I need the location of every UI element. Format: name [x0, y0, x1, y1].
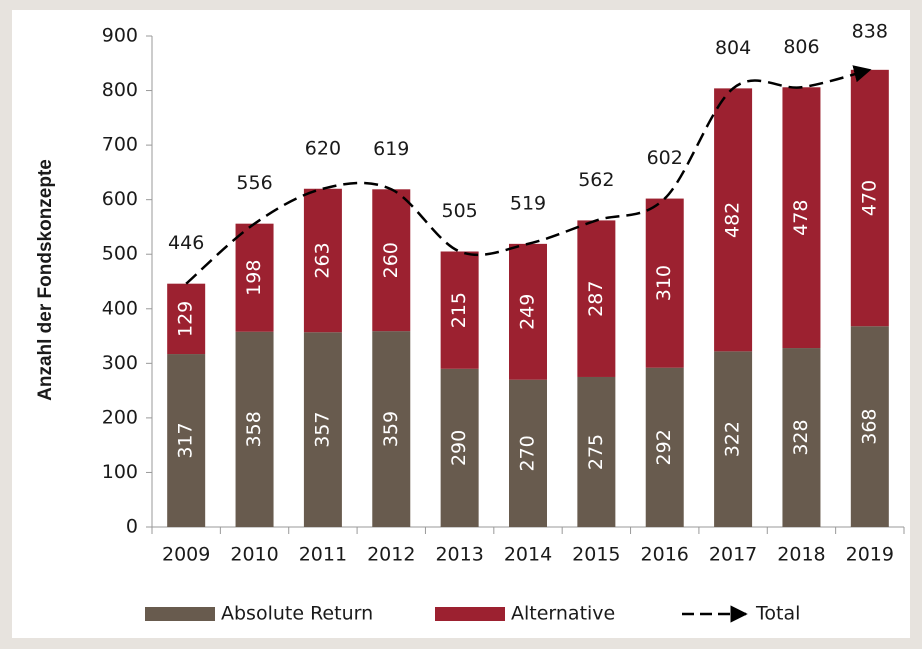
value-label: 249	[517, 294, 539, 330]
x-tick-label: 2012	[367, 544, 415, 566]
value-label: 292	[653, 429, 675, 465]
value-label: 368	[858, 408, 880, 444]
value-label: 270	[517, 435, 539, 471]
value-label: 260	[380, 242, 402, 278]
value-label: 198	[243, 260, 265, 296]
total-line	[185, 65, 872, 285]
value-label: 129	[175, 301, 197, 337]
value-label: 317	[175, 422, 197, 458]
bar-segment	[303, 188, 342, 333]
x-tick-label: 2014	[504, 544, 552, 566]
total-label: 619	[373, 138, 409, 160]
x-tick-label: 2015	[572, 544, 620, 566]
total-label: 519	[510, 192, 546, 214]
bar-segment	[167, 354, 206, 527]
bar-segment	[509, 243, 547, 380]
total-label: 838	[852, 21, 888, 43]
total-label: 804	[715, 37, 751, 59]
bar-segment	[645, 198, 684, 368]
total-label: 562	[578, 169, 614, 191]
x-tick-label: 2018	[777, 544, 825, 566]
bar-segment	[440, 251, 479, 369]
y-tick-label: 500	[102, 243, 138, 265]
value-label: 478	[790, 200, 812, 236]
y-tick-label: 400	[102, 297, 138, 319]
y-tick-label: 300	[102, 352, 138, 374]
bar-segment	[235, 223, 274, 332]
bar-segment	[850, 326, 889, 527]
total-label: 602	[647, 147, 683, 169]
bar-segment	[782, 87, 821, 349]
bar-segment	[235, 331, 274, 527]
value-label: 358	[243, 411, 265, 447]
y-tick-label: 700	[102, 134, 138, 156]
total-label: 446	[168, 232, 204, 254]
y-tick-label: 200	[102, 406, 138, 428]
value-label: 263	[311, 242, 333, 278]
bar-segment	[577, 376, 616, 527]
bar-segment	[372, 331, 411, 527]
value-label: 328	[790, 419, 812, 455]
x-tick-label: 2013	[435, 544, 483, 566]
bar-segment	[850, 69, 889, 327]
bar-segment	[782, 348, 821, 527]
y-axis-label: Anzahl der Fondskonzepte	[35, 159, 56, 401]
x-tick-label: 2016	[641, 544, 689, 566]
bar-segment	[714, 351, 753, 527]
legend-label: Absolute Return	[221, 603, 373, 625]
y-tick-label: 800	[102, 79, 138, 101]
x-tick-label: 2019	[846, 544, 894, 566]
x-tick-label: 2011	[299, 544, 347, 566]
bar-segment	[167, 283, 206, 355]
value-label: 357	[311, 411, 333, 447]
legend-swatch	[145, 607, 215, 621]
bar-segment	[714, 88, 753, 352]
value-label: 322	[722, 421, 744, 457]
x-tick-label: 2010	[230, 544, 278, 566]
y-tick-label: 600	[102, 188, 138, 210]
legend-label: Alternative	[511, 603, 615, 625]
value-label: 482	[722, 202, 744, 238]
bar-segment	[372, 189, 411, 332]
bar-segment	[509, 379, 547, 527]
x-tick-label: 2009	[162, 544, 210, 566]
value-label: 290	[448, 430, 470, 466]
value-label: 310	[653, 265, 675, 301]
total-label: 806	[783, 36, 819, 58]
value-label: 287	[585, 281, 607, 317]
total-label: 505	[442, 200, 478, 222]
bar-segment	[577, 220, 616, 377]
y-tick-label: 900	[102, 25, 138, 47]
total-label: 620	[305, 137, 341, 159]
bar-segment	[645, 367, 684, 527]
value-label: 359	[380, 411, 402, 447]
value-label: 470	[858, 180, 880, 216]
value-label: 215	[448, 292, 470, 328]
bar-segment	[303, 332, 342, 527]
legend-label: Total	[755, 603, 800, 625]
y-tick-label: 0	[126, 516, 138, 538]
total-label: 556	[236, 172, 272, 194]
y-tick-label: 100	[102, 461, 138, 483]
x-tick-label: 2017	[709, 544, 757, 566]
value-label: 275	[585, 434, 607, 470]
legend-swatch	[435, 607, 505, 621]
bar-segment	[440, 368, 479, 527]
